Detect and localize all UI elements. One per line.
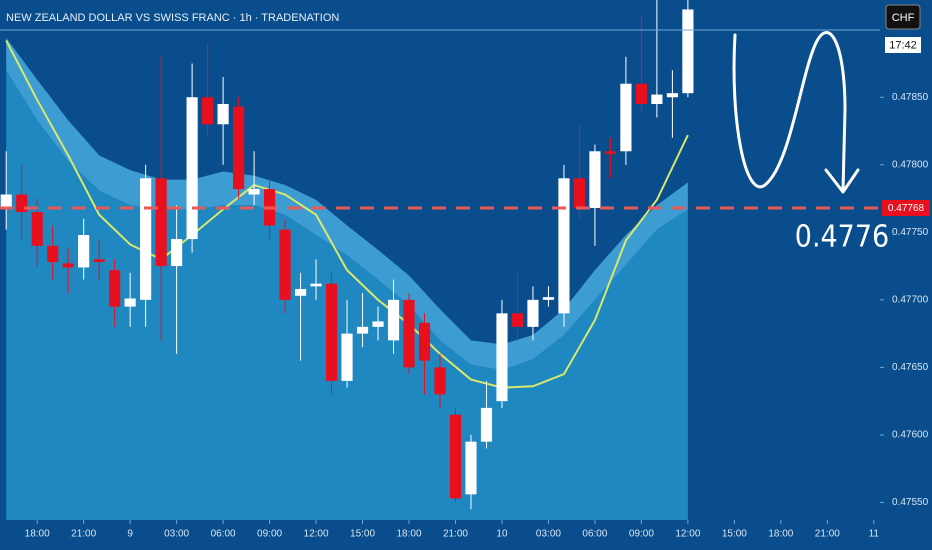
y-tick-label: 0.47650 [892, 362, 929, 373]
x-tick-label: 21:00 [815, 529, 840, 540]
x-tick-label: 11 [869, 529, 880, 540]
x-tick-label: 18:00 [396, 529, 421, 540]
candle-body [372, 321, 384, 327]
annotation: 0.4776 [795, 220, 889, 255]
candle-body [16, 194, 28, 213]
candle-body [527, 299, 539, 327]
clock-box [885, 37, 921, 53]
x-tick-label: 21:00 [443, 529, 468, 540]
candle-body [171, 239, 183, 267]
candle-body [124, 298, 136, 307]
x-tick-label: 15:00 [722, 529, 747, 540]
arrow-head [824, 168, 860, 194]
candle-body [542, 297, 555, 300]
y-tick-label: 0.47700 [892, 294, 929, 305]
x-tick-label: 10 [496, 529, 508, 540]
drawn-arrow [732, 31, 847, 192]
chart-title: NEW ZEALAND DOLLAR VS SWISS FRANC · 1h ·… [6, 12, 339, 24]
candle-body [434, 367, 446, 395]
currency: CHF [892, 12, 915, 24]
candle-body [573, 178, 586, 208]
candle-body [93, 259, 105, 263]
price-label-box [882, 200, 930, 216]
candle-body [387, 299, 400, 341]
candle-body [666, 93, 678, 98]
y-tick-label: 0.47850 [892, 92, 929, 103]
candle-body [682, 9, 694, 94]
x-tick-label: 12:00 [304, 529, 329, 540]
y-tick-label: 0.47750 [892, 227, 929, 238]
x-tick-label: 06:00 [582, 529, 607, 540]
candle-body [589, 151, 601, 208]
candle-body [403, 299, 415, 368]
candle-body [558, 178, 570, 314]
x-tick-label: 09:00 [629, 529, 654, 540]
candle-body [109, 270, 121, 307]
candle-body [356, 326, 369, 334]
candle-body [418, 322, 431, 361]
x-tick-label: 15:00 [350, 529, 375, 540]
clock: 17:42 [889, 39, 917, 51]
x-tick-label: 18:00 [25, 529, 50, 540]
moving-average [5, 40, 689, 389]
candle-body [294, 289, 307, 296]
x-tick-label: 12:00 [675, 529, 700, 540]
candle-body [635, 83, 647, 104]
lower-band-area [6, 70, 688, 520]
plot-area [0, 0, 694, 520]
x-tick-label: 06:00 [211, 529, 236, 540]
candle-body [248, 189, 260, 195]
candle-body [341, 333, 353, 381]
y-tick-label: 0.47550 [892, 497, 929, 508]
x-tick-label: 18:00 [768, 529, 793, 540]
x-tick-label: 9 [127, 529, 133, 540]
candle-body [465, 441, 477, 495]
candle-body [62, 263, 74, 268]
y-tick-label: 0.47600 [892, 430, 929, 441]
x-tick-label: 03:00 [536, 529, 561, 540]
candle-body [310, 283, 322, 287]
candle-body [325, 283, 338, 381]
x-tick-label: 21:00 [71, 529, 96, 540]
candle-body [480, 407, 493, 442]
candle-body [496, 313, 508, 402]
candle-body [186, 97, 198, 240]
candle-body [279, 229, 291, 300]
x-axis-panel [0, 520, 932, 550]
candle-body [140, 178, 152, 300]
candle-body [202, 97, 214, 125]
candle-body [604, 151, 616, 154]
candle-body [233, 106, 245, 190]
candle-body [31, 212, 43, 246]
y-tick-label: 0.47800 [892, 159, 929, 170]
candle-body [217, 104, 229, 125]
candle-body [78, 235, 90, 268]
x-tick-label: 03:00 [164, 529, 189, 540]
candle-body [620, 83, 632, 152]
candle-body [155, 178, 167, 267]
candle-body [651, 94, 663, 104]
price-label: 0.47768 [888, 203, 925, 214]
candle-body [47, 245, 59, 263]
x-tick-label: 09:00 [257, 529, 282, 540]
candle-body [449, 414, 462, 499]
candle-body [511, 313, 524, 327]
candle-body [0, 194, 12, 210]
currency-box[interactable] [885, 4, 921, 30]
